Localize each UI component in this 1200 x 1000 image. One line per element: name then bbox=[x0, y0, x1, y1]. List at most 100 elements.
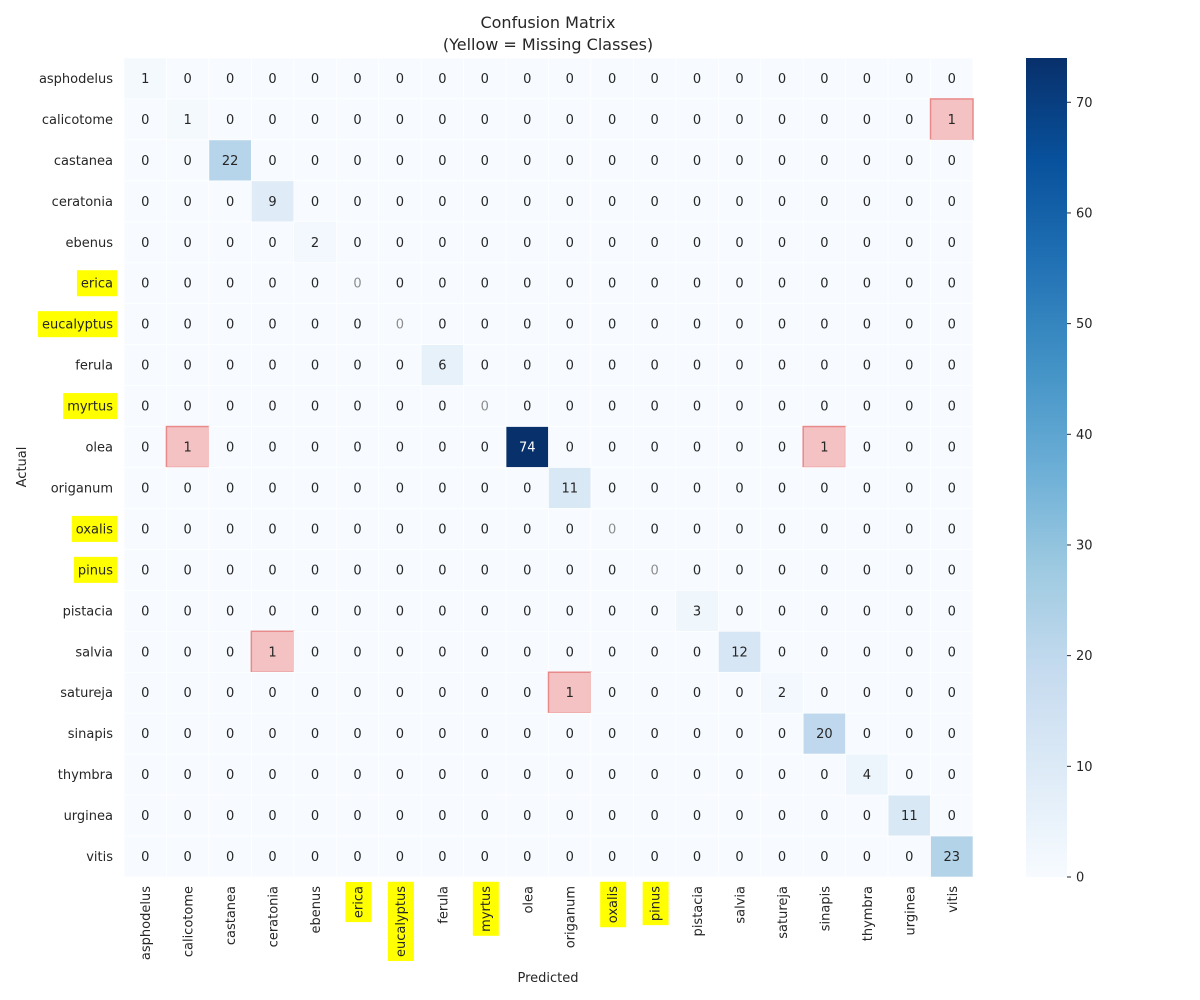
cell-value-label: 0 bbox=[481, 400, 489, 415]
cell-value-label: 0 bbox=[948, 318, 956, 333]
cell-value-label: 0 bbox=[863, 154, 871, 169]
cell-value-label: 0 bbox=[566, 645, 574, 660]
heatmap-cell bbox=[378, 549, 422, 591]
heatmap-cell bbox=[251, 262, 295, 305]
x-tick-label: eucalyptus bbox=[387, 881, 414, 962]
cell-value-label: 0 bbox=[523, 768, 531, 783]
heatmap-cell bbox=[930, 57, 974, 100]
cell-value-label: 22 bbox=[222, 154, 239, 169]
cell-value-label: 0 bbox=[693, 441, 701, 456]
y-tick-label: thymbra bbox=[58, 768, 113, 783]
cell-value-label: 0 bbox=[353, 359, 361, 374]
cell-value-label: 0 bbox=[948, 645, 956, 660]
cell-value-label: 0 bbox=[226, 400, 234, 415]
cell-value-label: 0 bbox=[608, 563, 616, 578]
cell-value-label: 0 bbox=[905, 727, 913, 742]
heatmap-cell bbox=[463, 590, 507, 632]
cell-value-label: 0 bbox=[948, 727, 956, 742]
heatmap-cell bbox=[335, 139, 380, 182]
heatmap-cell bbox=[760, 467, 804, 509]
cell-value-label: 0 bbox=[948, 277, 956, 292]
cell-value-label: 0 bbox=[735, 563, 743, 578]
heatmap-cell bbox=[717, 221, 762, 264]
cell-value-label: 0 bbox=[650, 809, 658, 824]
heatmap-cell bbox=[717, 344, 762, 386]
cell-value-label: 0 bbox=[948, 72, 956, 87]
cell-value-label: 0 bbox=[396, 850, 404, 865]
y-tick-text: vitis bbox=[86, 850, 113, 865]
missing-class-highlight bbox=[63, 393, 118, 420]
cell-value-label: 0 bbox=[481, 195, 489, 210]
heatmap-cell bbox=[930, 590, 974, 632]
heatmap-cell bbox=[548, 221, 592, 264]
heatmap-cell bbox=[293, 139, 337, 182]
x-tick-text: pistacia bbox=[691, 886, 706, 936]
heatmap-cell bbox=[887, 549, 931, 591]
heatmap-cell bbox=[802, 344, 846, 386]
y-tick-label: pistacia bbox=[63, 604, 113, 619]
heatmap-cell bbox=[208, 426, 252, 468]
cell-value-label: 0 bbox=[523, 645, 531, 660]
cell-value-label: 0 bbox=[141, 686, 149, 701]
heatmap-cell bbox=[166, 835, 210, 878]
heatmap-cell bbox=[845, 262, 889, 305]
cell-value-label: 0 bbox=[438, 522, 446, 537]
cell-value-label: 0 bbox=[608, 277, 616, 292]
cell-value-label: 0 bbox=[566, 809, 574, 824]
heatmap-cell bbox=[930, 794, 974, 837]
cell-value-label: 0 bbox=[735, 113, 743, 128]
cell-value-label: 0 bbox=[141, 809, 149, 824]
heatmap-cell bbox=[293, 794, 337, 837]
cell-value-label: 0 bbox=[566, 522, 574, 537]
cell-value-label: 0 bbox=[608, 604, 616, 619]
heatmap-cell bbox=[463, 344, 507, 386]
cell-value-label: 0 bbox=[141, 481, 149, 496]
cell-value-label: 0 bbox=[523, 400, 531, 415]
cell-value-label: 0 bbox=[608, 154, 616, 169]
heatmap-cell bbox=[845, 385, 889, 427]
cell-value-label: 0 bbox=[650, 72, 658, 87]
heatmap-cell bbox=[166, 712, 210, 755]
heatmap-cell bbox=[675, 221, 719, 264]
x-tick-label: pistacia bbox=[691, 886, 706, 936]
heatmap-cell bbox=[505, 508, 549, 550]
cell-value-label: 0 bbox=[905, 277, 913, 292]
heatmap-cell bbox=[420, 426, 464, 468]
heatmap-cell bbox=[166, 344, 210, 386]
cell-value-label: 0 bbox=[438, 604, 446, 619]
heatmap-cell bbox=[930, 549, 974, 591]
heatmap-cell bbox=[251, 221, 295, 264]
cell-value-label: 0 bbox=[523, 809, 531, 824]
missing-class-highlight bbox=[642, 881, 669, 926]
cell-value-label: 0 bbox=[396, 768, 404, 783]
y-tick-text: ebenus bbox=[66, 236, 114, 251]
heatmap-cell bbox=[887, 303, 931, 345]
cell-value-label: 0 bbox=[948, 481, 956, 496]
cell-value-label: 0 bbox=[863, 359, 871, 374]
cell-value-label: 0 bbox=[481, 113, 489, 128]
y-tick-text: olea bbox=[85, 441, 113, 456]
cell-value-label: 0 bbox=[948, 809, 956, 824]
heatmap-cell bbox=[590, 753, 634, 796]
cell-value-label: 0 bbox=[905, 563, 913, 578]
cell-value-label: 2 bbox=[311, 236, 319, 251]
heatmap-cell bbox=[208, 303, 252, 345]
cell-value-label: 0 bbox=[481, 277, 489, 292]
heatmap-cell bbox=[378, 262, 422, 305]
heatmap-cell bbox=[717, 139, 762, 182]
heatmap-cell bbox=[293, 508, 337, 550]
cell-value-label: 0 bbox=[820, 522, 828, 537]
heatmap-cell bbox=[420, 221, 464, 264]
cell-value-label: 0 bbox=[311, 441, 319, 456]
cell-value-label: 0 bbox=[268, 441, 276, 456]
cell-value-label: 0 bbox=[141, 727, 149, 742]
heatmap-cell bbox=[845, 549, 889, 591]
x-tick-text: ferula bbox=[436, 886, 451, 924]
heatmap-cell bbox=[208, 139, 252, 182]
x-tick-label: vitis bbox=[946, 886, 961, 913]
cell-value-label: 0 bbox=[353, 400, 361, 415]
heatmap-cell bbox=[633, 467, 677, 509]
cell-value-label: 1 bbox=[948, 113, 956, 128]
cell-value-label: 0 bbox=[693, 359, 701, 374]
cell-value-label: 0 bbox=[863, 318, 871, 333]
